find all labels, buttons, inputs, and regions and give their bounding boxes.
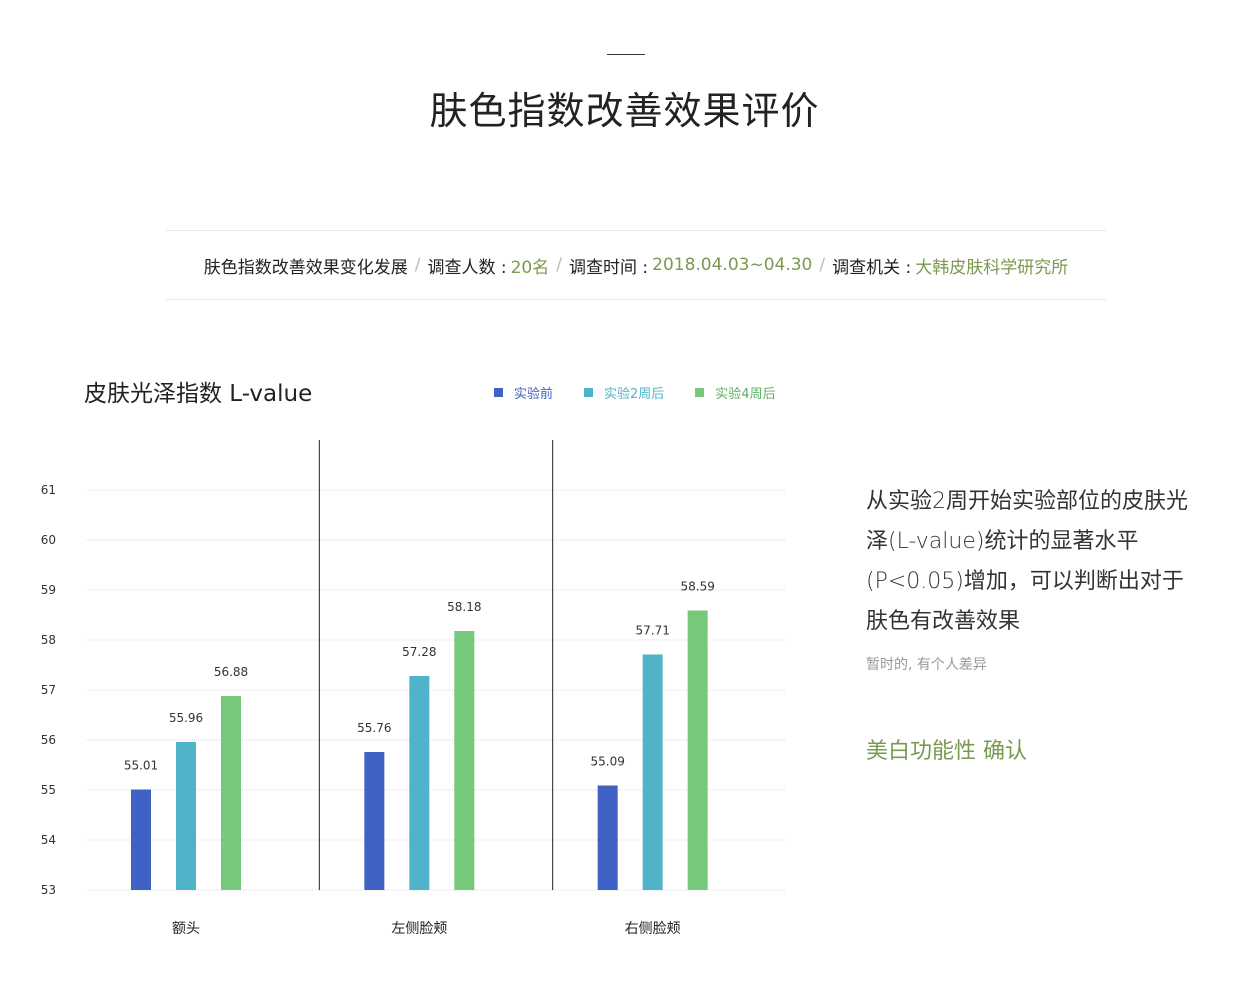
- bar: [597, 785, 618, 890]
- y-tick-label: 56: [41, 733, 56, 747]
- bar-value-label: 57.28: [402, 645, 436, 659]
- bar-chart: 53 54 55 56 57 58 59 60 61 55.01 55.96 56.88 额头 55.76…: [41, 440, 786, 937]
- bar-value-label: 56.88: [214, 665, 248, 679]
- legend-swatch: [494, 388, 503, 397]
- chart-legend: 实验前 实验2周后 实验4周后: [494, 383, 807, 402]
- org-value: 大韩皮肤科学研究所: [915, 257, 1069, 278]
- org-label: 调查机关 :: [832, 257, 912, 278]
- survey-info-bar: 肤色指数改善效果变化发展 / 调查人数 : 20名 / 调查时间 : 2018.…: [166, 230, 1106, 300]
- y-tick-label: 57: [41, 683, 56, 697]
- legend-label: 实验前: [514, 387, 554, 402]
- bar-value-label: 55.96: [169, 711, 203, 725]
- legend-item-before: 实验前: [494, 383, 553, 402]
- bar-value-label: 58.59: [680, 580, 714, 594]
- info-separator: /: [556, 255, 562, 275]
- info-separator: /: [819, 255, 826, 275]
- period-value: 2018.04.03~04.30: [652, 255, 813, 275]
- x-category-label: 额头: [172, 921, 200, 937]
- bar-value-label: 55.76: [357, 721, 391, 735]
- legend-label: 实验4周后: [715, 387, 776, 402]
- participants-label: 调查人数 :: [427, 257, 507, 278]
- x-category-label: 左侧脸颊: [391, 921, 447, 937]
- legend-item-week2: 实验2周后: [584, 383, 664, 402]
- chart-title: 皮肤光泽指数 L-value: [84, 381, 313, 407]
- legend-item-week4: 实验4周后: [695, 383, 776, 402]
- legend-label: 实验2周后: [604, 387, 665, 402]
- info-separator: /: [414, 255, 421, 275]
- result-note: 暂时的, 有个人差异: [866, 657, 987, 673]
- bar: [409, 676, 430, 890]
- survey-subject: 肤色指数改善效果变化发展: [203, 257, 408, 278]
- participants-value: 20名: [510, 257, 550, 278]
- y-tick-label: 61: [41, 483, 56, 497]
- y-tick-label: 58: [41, 633, 56, 647]
- bar-value-label: 57.71: [635, 624, 669, 638]
- bar-value-label: 55.01: [124, 759, 158, 773]
- result-highlight: 美白功能性 确认: [866, 739, 1027, 764]
- y-tick-label: 54: [41, 833, 56, 847]
- y-tick-label: 55: [41, 783, 56, 797]
- legend-swatch: [584, 388, 594, 397]
- bar: [687, 610, 708, 890]
- title-decoration-line: [607, 54, 645, 55]
- y-tick-label: 53: [41, 883, 56, 897]
- bar: [642, 654, 663, 890]
- bar: [221, 696, 241, 890]
- bar: [131, 789, 151, 890]
- x-category-label: 右侧脸颊: [625, 921, 681, 937]
- result-description: 从实验2周开始实验部位的皮肤光泽(L-value)统计的显著水平(P<0.05)…: [866, 489, 1188, 634]
- bar-value-label: 55.09: [590, 755, 624, 769]
- page-title: 肤色指数改善效果评价: [429, 89, 820, 133]
- period-label: 调查时间 :: [568, 257, 649, 278]
- legend-swatch: [695, 388, 705, 397]
- bar: [176, 742, 196, 890]
- y-tick-label: 59: [41, 583, 56, 597]
- bar: [454, 631, 475, 890]
- bar-value-label: 58.18: [447, 600, 481, 614]
- y-tick-label: 60: [41, 533, 56, 547]
- bar: [364, 752, 385, 890]
